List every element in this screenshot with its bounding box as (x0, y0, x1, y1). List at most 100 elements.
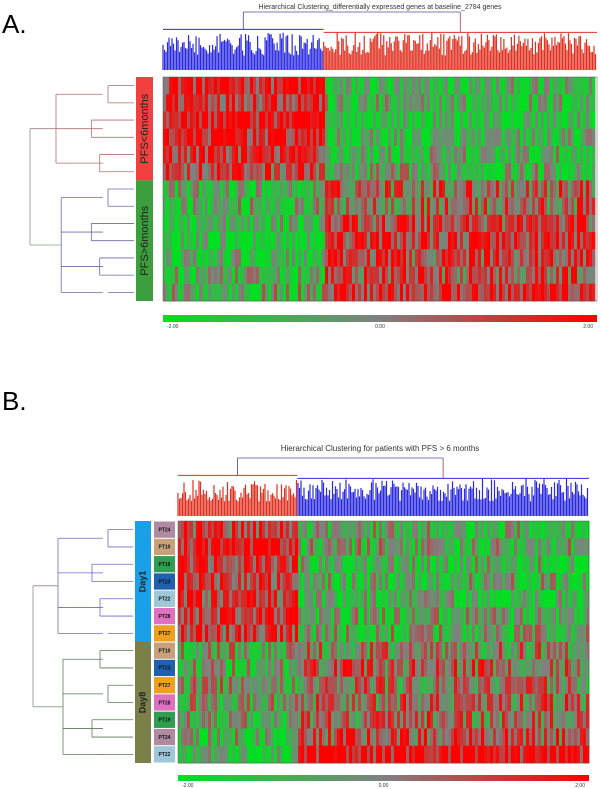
heatmap-cell (319, 111, 323, 130)
heatmap-cell (532, 624, 536, 643)
heatmap-cell (286, 642, 290, 660)
heatmap-cell (316, 745, 320, 764)
heatmap-cell (400, 745, 404, 764)
heatmap-cell (526, 728, 530, 747)
heatmap-cell (343, 77, 347, 95)
heatmap-cell (499, 197, 503, 216)
heatmap-cell (397, 659, 401, 677)
heatmap-cell (460, 94, 464, 112)
heatmap-cell (334, 711, 338, 729)
heatmap-cell (421, 77, 425, 95)
heatmap-row (178, 624, 590, 643)
heatmap-cell (541, 728, 545, 747)
heatmap-cell (280, 676, 284, 695)
heatmap-cell (553, 197, 557, 216)
heatmap-cell (508, 538, 512, 556)
heatmap-cell (586, 249, 590, 267)
heatmap-cell (580, 555, 584, 574)
heatmap-cell (373, 572, 377, 591)
heatmap-cell (568, 94, 572, 112)
heatmap-cell (400, 214, 404, 233)
heatmap-cell (592, 283, 596, 302)
heatmap-cell (517, 77, 521, 95)
heatmap-cell (163, 128, 167, 147)
heatmap-cell (304, 111, 308, 130)
heatmap-cell (184, 214, 188, 233)
heatmap-cell (340, 555, 344, 574)
heatmap-cell (586, 163, 590, 181)
heatmap-cell (328, 521, 332, 539)
heatmap-cell (190, 283, 194, 302)
heatmap-cell (418, 283, 422, 302)
heatmap-cell (514, 111, 518, 130)
heatmap-cell (475, 77, 479, 95)
heatmap-cell (304, 180, 308, 199)
heatmap-cell (400, 197, 404, 216)
heatmap-cell (472, 572, 476, 591)
heatmap-cell (430, 693, 434, 712)
heatmap-cell (274, 145, 278, 164)
heatmap-cell (490, 590, 494, 608)
heatmap-cell (562, 232, 566, 250)
heatmap-cell (346, 249, 350, 267)
heatmap-cell (325, 659, 329, 677)
heatmap-cell (559, 163, 563, 181)
heatmap-cell (505, 590, 509, 608)
heatmap-cell (373, 111, 377, 130)
heatmap-cell (496, 77, 500, 95)
heatmap-cell (313, 180, 317, 199)
heatmap-cell (448, 728, 452, 747)
heatmap-cell (235, 232, 239, 250)
patient-label-box (154, 521, 175, 538)
heatmap-cell (232, 111, 236, 130)
heatmap-cell (526, 590, 530, 608)
heatmap-cell (562, 249, 566, 267)
heatmap-cell (283, 538, 287, 556)
heatmap-cell (442, 249, 446, 267)
heatmap-cell (256, 555, 260, 574)
heatmap-cell (397, 624, 401, 643)
heatmap-cell (370, 266, 374, 285)
heatmap-cell (340, 180, 344, 199)
heatmap-cell (457, 111, 461, 130)
heatmap-cell (361, 180, 365, 199)
heatmap-cell (226, 163, 230, 181)
heatmap-cell (346, 163, 350, 181)
heatmap-cell (280, 728, 284, 747)
heatmap-cell (232, 607, 236, 626)
heatmap-cell (529, 728, 533, 747)
heatmap-cell (355, 163, 359, 181)
heatmap-cell (526, 572, 530, 591)
heatmap-cell (484, 283, 488, 302)
heatmap-cell (253, 676, 257, 695)
panel-a-color-legend: -2.00 0.00 2.00 (163, 315, 597, 330)
heatmap-cell (253, 693, 257, 712)
heatmap-cell (283, 521, 287, 539)
heatmap-cell (448, 145, 452, 164)
heatmap-cell (382, 572, 386, 591)
heatmap-cell (472, 94, 476, 112)
heatmap-cell (247, 538, 251, 556)
heatmap-cell (292, 180, 296, 199)
heatmap-cell (196, 145, 200, 164)
heatmap-cell (193, 538, 197, 556)
heatmap-cell (316, 111, 320, 130)
heatmap-cell (418, 659, 422, 677)
heatmap-cell (550, 728, 554, 747)
heatmap-cell (451, 659, 455, 677)
heatmap-cell (397, 676, 401, 695)
heatmap-cell (475, 711, 479, 729)
heatmap-cell (328, 249, 332, 267)
heatmap-cell (487, 607, 491, 626)
heatmap-cell (325, 745, 329, 764)
heatmap-cell (469, 266, 473, 285)
heatmap-cell (301, 711, 305, 729)
heatmap-cell (205, 607, 209, 626)
heatmap-cell (436, 572, 440, 591)
heatmap-cell (373, 266, 377, 285)
heatmap-cell (259, 607, 263, 626)
heatmap-row (178, 538, 590, 556)
heatmap-cell (565, 77, 569, 95)
heatmap-cell (208, 728, 212, 747)
